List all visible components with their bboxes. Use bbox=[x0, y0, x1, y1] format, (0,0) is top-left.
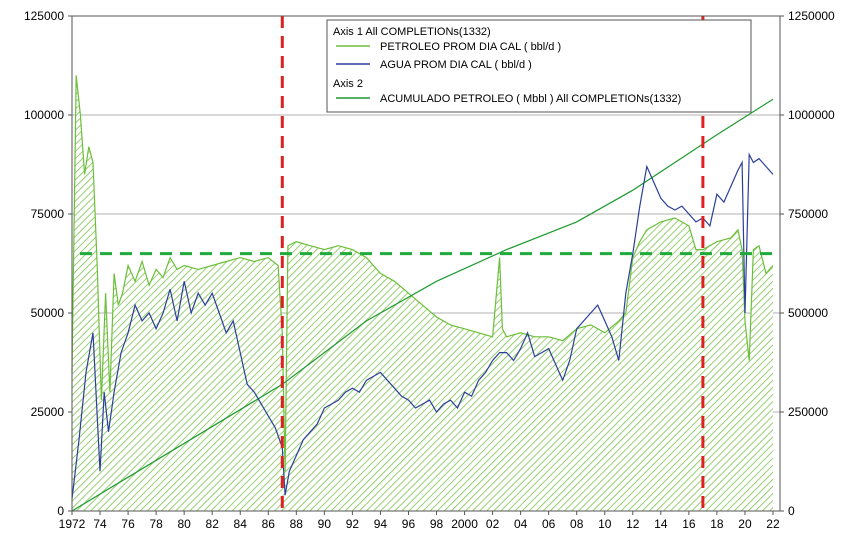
petroleo-series-line bbox=[71, 75, 774, 472]
x-tick-label: 82 bbox=[206, 517, 220, 531]
y-tick-label: 75000 bbox=[31, 207, 65, 221]
x-tick-label: 76 bbox=[121, 517, 135, 531]
legend-axis2-header: Axis 2 bbox=[333, 78, 363, 90]
legend-box bbox=[326, 19, 752, 113]
x-tick-label: 08 bbox=[570, 517, 584, 531]
legend: Axis 1 All COMPLETIONs(1332) PETROLEO PR… bbox=[326, 19, 752, 113]
x-tick-label: 78 bbox=[149, 517, 163, 531]
x-tick-label: 80 bbox=[177, 517, 191, 531]
x-tick-label: 74 bbox=[93, 517, 107, 531]
x-tick-label: 88 bbox=[290, 517, 304, 531]
x-tick-label: 20 bbox=[738, 517, 752, 531]
x-tick-label: 02 bbox=[486, 517, 500, 531]
legend-axis1-header: Axis 1 All COMPLETIONs(1332) bbox=[333, 26, 491, 38]
y2-tick-label: 0 bbox=[788, 504, 795, 518]
y-tick-label: 125000 bbox=[24, 9, 64, 23]
x-tick-label: 84 bbox=[234, 517, 248, 531]
y2-tick-label: 1000000 bbox=[788, 108, 835, 122]
y-axis-right: 0 250000 500000 750000 1000000 1250000 bbox=[780, 9, 835, 518]
legend-label-agua: AGUA PROM DIA CAL ( bbl/d ) bbox=[380, 59, 532, 71]
legend-label-petroleo: PETROLEO PROM DIA CAL ( bbl/d ) bbox=[380, 41, 561, 53]
x-tick-label: 22 bbox=[766, 517, 780, 531]
x-tick-label: 86 bbox=[262, 517, 276, 531]
x-tick-label: 2000 bbox=[451, 517, 478, 531]
legend-label-acumulado: ACUMULADO PETROLEO ( Mbbl ) All COMPLETI… bbox=[380, 93, 681, 105]
x-tick-label: 04 bbox=[514, 517, 528, 531]
y2-tick-label: 1250000 bbox=[788, 9, 835, 23]
y2-tick-label: 750000 bbox=[788, 207, 828, 221]
y2-tick-label: 500000 bbox=[788, 306, 828, 320]
x-tick-label: 90 bbox=[318, 517, 332, 531]
y-tick-label: 25000 bbox=[31, 405, 65, 419]
x-axis: 1972 74 76 78 80 82 84 86 88 90 92 94 96 98 2000 02 04 06… bbox=[59, 511, 780, 531]
x-tick-label: 98 bbox=[430, 517, 444, 531]
x-tick-label: 16 bbox=[682, 517, 696, 531]
y-tick-label: 100000 bbox=[24, 108, 64, 122]
x-tick-label: 14 bbox=[654, 517, 668, 531]
y-tick-label: 0 bbox=[57, 504, 64, 518]
y-axis-left: 0 25000 50000 75000 100000 125000 bbox=[24, 9, 72, 518]
x-tick-label: 12 bbox=[626, 517, 640, 531]
petroleo-area-fill bbox=[72, 75, 773, 512]
x-tick-label: 92 bbox=[346, 517, 360, 531]
y-tick-label: 50000 bbox=[31, 306, 65, 320]
x-tick-label: 18 bbox=[710, 517, 724, 531]
acumulado-series-line bbox=[71, 98, 774, 512]
y2-tick-label: 250000 bbox=[788, 405, 828, 419]
x-tick-label: 10 bbox=[598, 517, 612, 531]
x-tick-label: 1972 bbox=[59, 517, 86, 531]
plot-frame bbox=[71, 15, 781, 512]
x-tick-label: 94 bbox=[374, 517, 388, 531]
x-tick-label: 06 bbox=[542, 517, 556, 531]
x-tick-label: 96 bbox=[402, 517, 416, 531]
agua-series-line bbox=[71, 152, 774, 500]
